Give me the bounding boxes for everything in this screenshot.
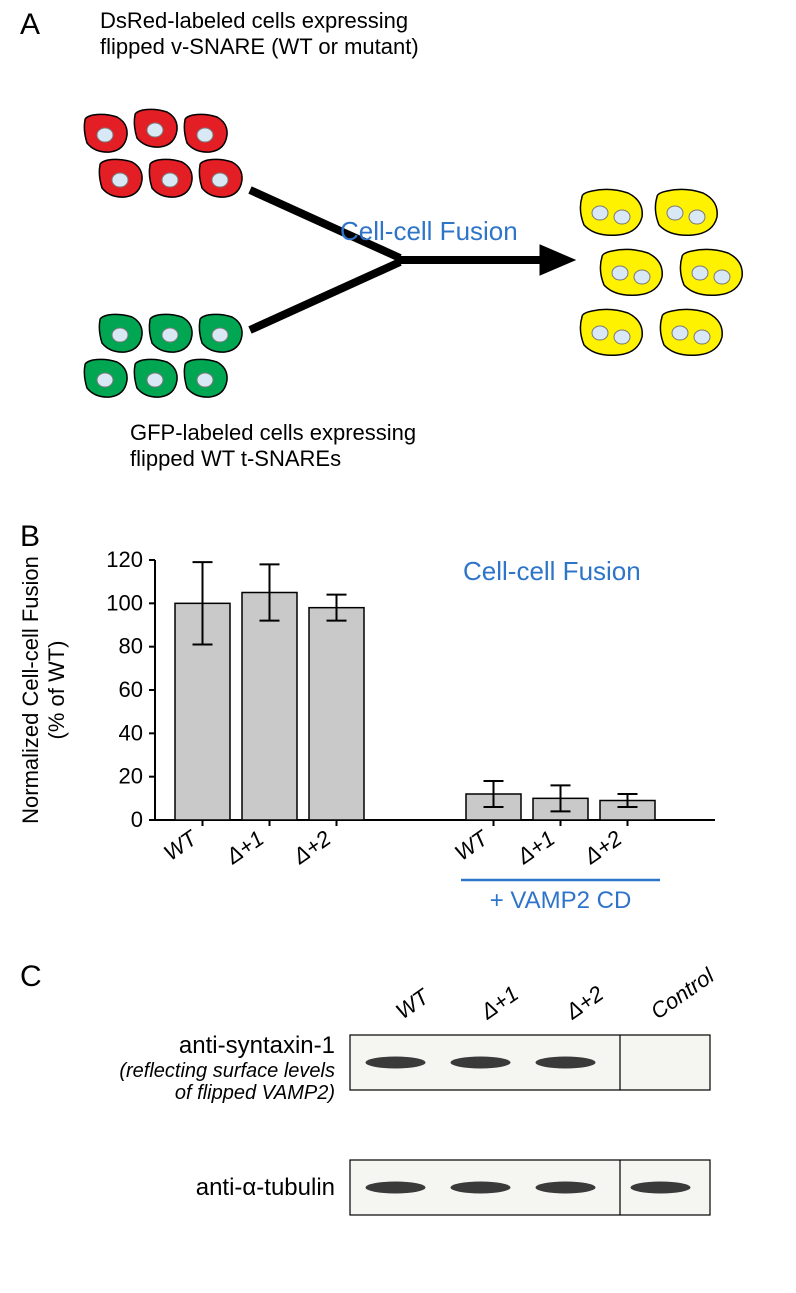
svg-text:40: 40 [119,720,143,745]
svg-text:Δ+2: Δ+2 [288,825,336,869]
svg-text:WT: WT [159,825,203,866]
svg-text:100: 100 [106,590,143,615]
svg-text:120: 120 [106,547,143,572]
svg-text:Δ+1: Δ+1 [475,981,523,1025]
panel-c-blots: WT Δ+1 Δ+2 Control anti-syntaxin-1(reflectin… [0,960,796,1290]
fusion-label: Cell-cell Fusion [340,216,518,246]
svg-text:Δ+2: Δ+2 [560,981,608,1025]
svg-text:WT: WT [391,983,435,1024]
svg-text:0: 0 [131,807,143,832]
svg-text:Control: Control [646,962,719,1024]
svg-text:Δ+1: Δ+1 [512,825,560,869]
svg-text:WT: WT [450,825,494,866]
svg-text:80: 80 [119,634,143,659]
panel-a-diagram: Cell-cell Fusion [0,0,796,500]
svg-text:Normalized Cell-cell Fusion(%: Normalized Cell-cell Fusion(% of WT) [18,556,69,824]
svg-text:+ VAMP2 CD: + VAMP2 CD [490,887,632,914]
svg-text:Cell-cell Fusion: Cell-cell Fusion [463,556,641,586]
svg-text:Δ+1: Δ+1 [221,825,269,869]
svg-text:60: 60 [119,677,143,702]
panel-b-chart: 0 20 40 60 80 100 120 Normalized Cell-cell Fusi… [0,520,796,950]
svg-text:20: 20 [119,764,143,789]
svg-text:anti-syntaxin-1: anti-syntaxin-1 [179,1032,335,1059]
svg-text:(reflecting surface levelsof f: (reflecting surface levelsof flipped VAM… [119,1060,335,1104]
svg-text:anti-α-tubulin: anti-α-tubulin [196,1174,335,1201]
svg-text:Δ+2: Δ+2 [579,825,627,869]
